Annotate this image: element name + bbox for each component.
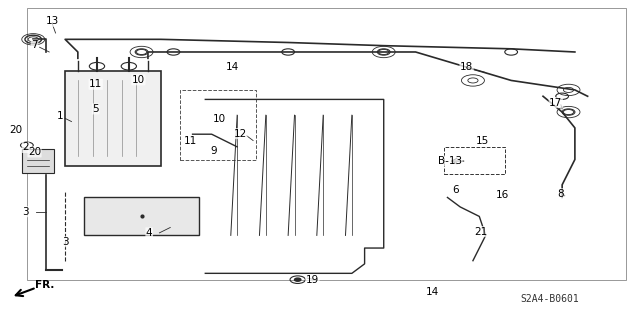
Text: 7: 7: [31, 40, 38, 50]
Text: 12: 12: [234, 129, 247, 138]
FancyBboxPatch shape: [27, 8, 626, 280]
Bar: [180, 90, 256, 160]
Circle shape: [294, 278, 301, 281]
Text: 4: 4: [146, 228, 152, 238]
Text: 14: 14: [426, 287, 439, 297]
Text: 3: 3: [62, 237, 68, 247]
Text: 16: 16: [495, 190, 509, 200]
Text: 19: 19: [306, 275, 319, 285]
Text: 9: 9: [211, 146, 217, 156]
Text: 10: 10: [212, 114, 226, 124]
Text: 18: 18: [460, 62, 473, 72]
Text: 14: 14: [225, 62, 239, 72]
Bar: [84, 197, 199, 235]
Text: 10: 10: [132, 75, 145, 85]
Text: 20: 20: [28, 147, 41, 157]
Text: 8: 8: [557, 189, 564, 199]
Text: 17: 17: [549, 98, 563, 108]
Text: S2A4-B0601: S2A4-B0601: [520, 293, 579, 304]
Text: 20: 20: [9, 125, 22, 135]
Text: 13: 13: [45, 16, 59, 26]
Text: FR.: FR.: [35, 280, 54, 290]
Text: 3: 3: [22, 207, 29, 217]
Text: 6: 6: [452, 185, 458, 196]
Text: 11: 11: [184, 136, 196, 146]
Text: 21: 21: [474, 226, 487, 237]
Text: 15: 15: [476, 136, 489, 146]
Bar: [65, 71, 161, 166]
FancyBboxPatch shape: [444, 147, 505, 174]
Text: 5: 5: [92, 104, 99, 114]
Text: 2: 2: [22, 143, 29, 152]
Text: B-13: B-13: [438, 156, 462, 166]
Text: 1: 1: [57, 111, 63, 121]
FancyBboxPatch shape: [22, 149, 54, 173]
Text: 11: 11: [89, 79, 102, 89]
